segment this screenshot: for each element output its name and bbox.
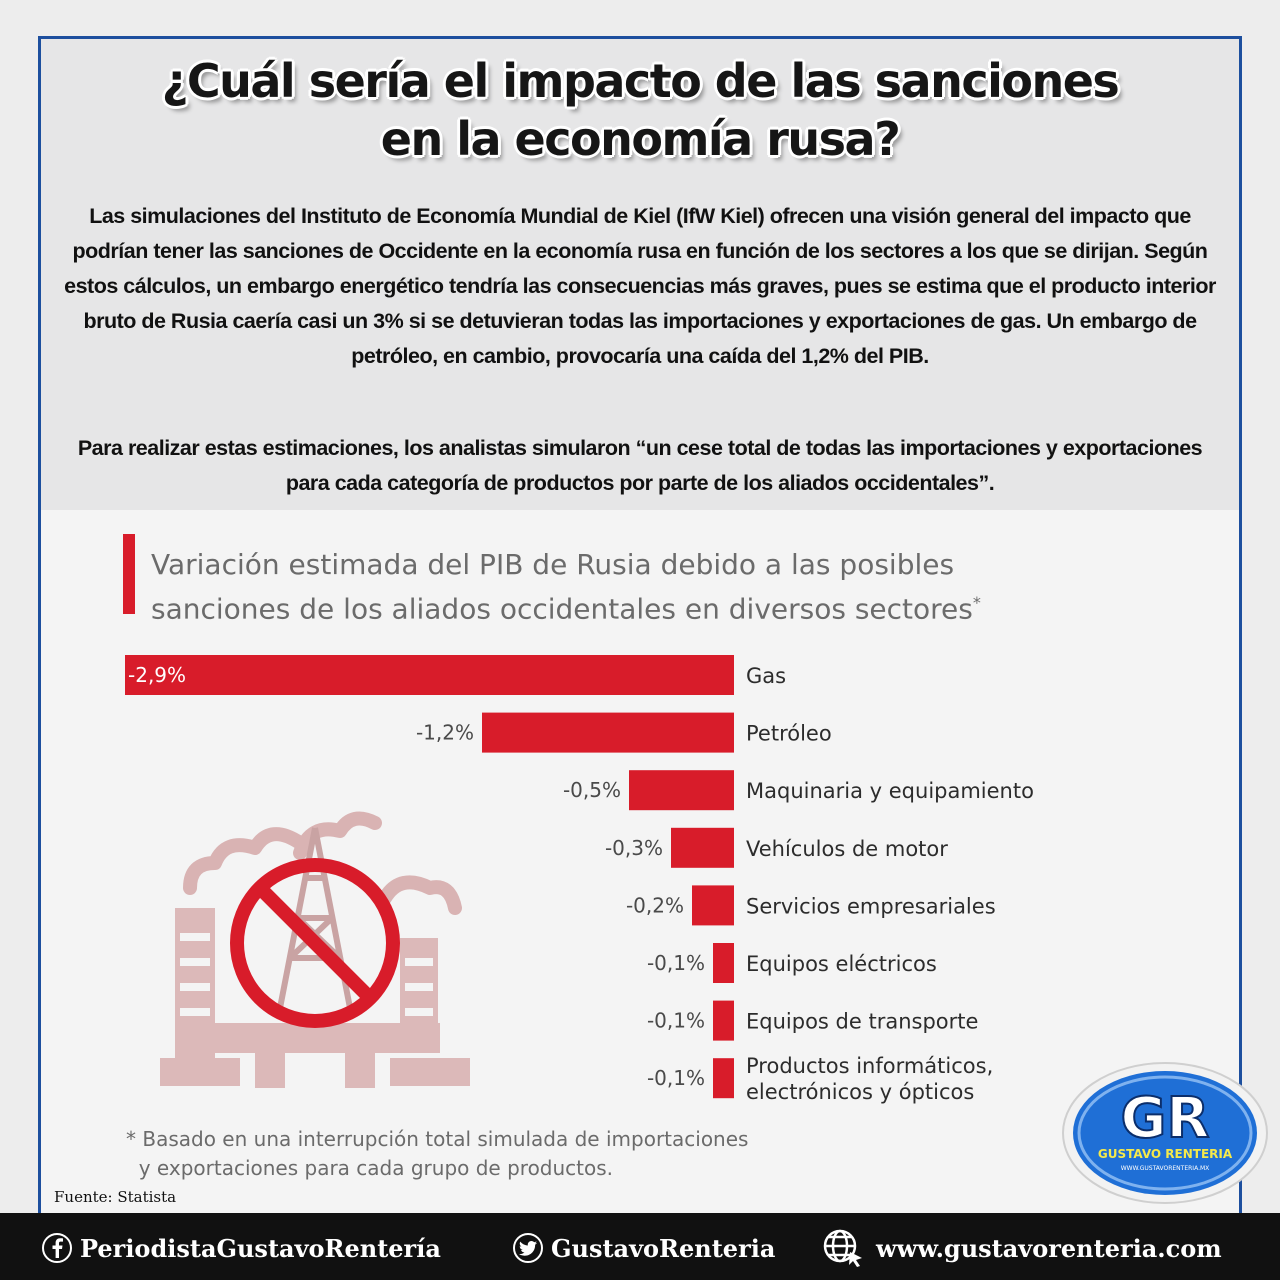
facebook-icon	[42, 1233, 72, 1263]
bar-6	[713, 943, 734, 983]
logo-url: WWW.GUSTAVORENTERIA.MX	[1121, 1165, 1210, 1172]
website-link[interactable]: www.gustavorenteria.com	[822, 1228, 1222, 1268]
prohibition-slash-icon	[255, 883, 375, 1003]
category-label: Servicios empresariales	[746, 894, 996, 918]
bar-value-label: -0,1%	[647, 1066, 705, 1090]
bars-group: -2,9% Gas -1,2% Petróleo -0,5% Maquinaria y e…	[125, 655, 1034, 1104]
bar-value-label: -0,1%	[647, 951, 705, 975]
sanctions-factory-illustration	[160, 811, 470, 1088]
category-label: Equipos eléctricos	[746, 952, 937, 976]
category-label: Equipos de transporte	[746, 1010, 978, 1034]
chart-title-accent	[123, 534, 135, 614]
category-label: Maquinaria y equipamiento	[746, 779, 1034, 803]
category-label: Petróleo	[746, 722, 832, 746]
twitter-icon	[513, 1233, 543, 1263]
bar-value-label: -0,2%	[626, 893, 684, 917]
facebook-handle: PeriodistaGustavoRentería	[80, 1233, 441, 1263]
category-label-line: electrónicos y ópticos	[746, 1080, 974, 1104]
category-label-line: Equipos eléctricos	[746, 952, 937, 976]
category-label-line: Vehículos de motor	[746, 837, 948, 861]
prohibition-icon	[230, 858, 400, 1028]
chart-title-line-1: Variación estimada del PIB de Rusia debi…	[151, 548, 955, 581]
category-label-line: Maquinaria y equipamiento	[746, 779, 1034, 803]
factory-icon	[160, 908, 470, 1088]
intro-panel	[41, 39, 1239, 510]
website-url: www.gustavorenteria.com	[876, 1233, 1222, 1263]
twitter-handle: GustavoRenteria	[551, 1233, 776, 1263]
category-label-line: Servicios empresariales	[746, 894, 996, 918]
bar-value-label: -0,3%	[605, 836, 663, 860]
footnote-line-1: Basado en una interrupción total simulad…	[142, 1127, 749, 1151]
bar-value-label: -0,5%	[563, 778, 621, 802]
bar-1	[125, 655, 734, 695]
footnote-line-2: y exportaciones para cada grupo de produ…	[138, 1156, 614, 1180]
bar-value-label: -1,2%	[416, 721, 474, 745]
bar-2	[482, 712, 734, 753]
category-label-line: Equipos de transporte	[746, 1010, 978, 1034]
footnote-marker: *	[126, 1127, 136, 1151]
intro-paragraph-2: Para realizar estas estimaciones, los an…	[77, 436, 1203, 495]
category-label: Gas	[746, 664, 786, 688]
facebook-link[interactable]: PeriodistaGustavoRentería	[42, 1231, 441, 1265]
bar-value-label: -0,1%	[647, 1009, 705, 1033]
source-credit: Fuente: Statista	[54, 1188, 177, 1206]
smoke-icon	[183, 811, 462, 915]
category-label: Vehículos de motor	[746, 837, 948, 861]
globe-icon	[822, 1228, 866, 1268]
category-label-line: Petróleo	[746, 722, 832, 746]
page-title: ¿Cuál sería el impacto de las sanciones …	[41, 52, 1239, 168]
chart-footnote: * Basado en una interrupción total simul…	[126, 1125, 748, 1183]
bar-5	[692, 885, 734, 926]
logo-name: GUSTAVO RENTERIA	[1098, 1147, 1233, 1161]
bar-7	[713, 1000, 734, 1041]
intro-paragraph-1: Las simulaciones del Instituto de Econom…	[64, 204, 1216, 368]
bar-8	[713, 1058, 734, 1099]
logo-initials: GR	[1120, 1086, 1209, 1151]
twitter-link[interactable]: GustavoRenteria	[513, 1231, 775, 1265]
title-line-2: en la economía rusa?	[380, 112, 901, 166]
category-label: Productos informáticos, electrónicos y óp…	[746, 1054, 993, 1104]
bar-4	[671, 827, 734, 868]
chart-title: Variación estimada del PIB de Rusia debi…	[151, 546, 1151, 628]
bar-value-label: -2,9%	[128, 663, 186, 687]
chart-title-marker: *	[972, 593, 981, 612]
bar-3	[629, 770, 734, 811]
social-footer: PeriodistaGustavoRentería GustavoRenteri…	[0, 1213, 1280, 1280]
title-line-1: ¿Cuál sería el impacto de las sanciones	[161, 54, 1120, 108]
gr-logo: GR GUSTAVO RENTERIA WWW.GUSTAVORENTERIA.…	[1062, 1062, 1268, 1204]
category-label-line: Gas	[746, 664, 786, 688]
chart-title-line-2: sanciones de los aliados occidentales en…	[151, 592, 973, 626]
category-label-line: Productos informáticos,	[746, 1054, 993, 1078]
